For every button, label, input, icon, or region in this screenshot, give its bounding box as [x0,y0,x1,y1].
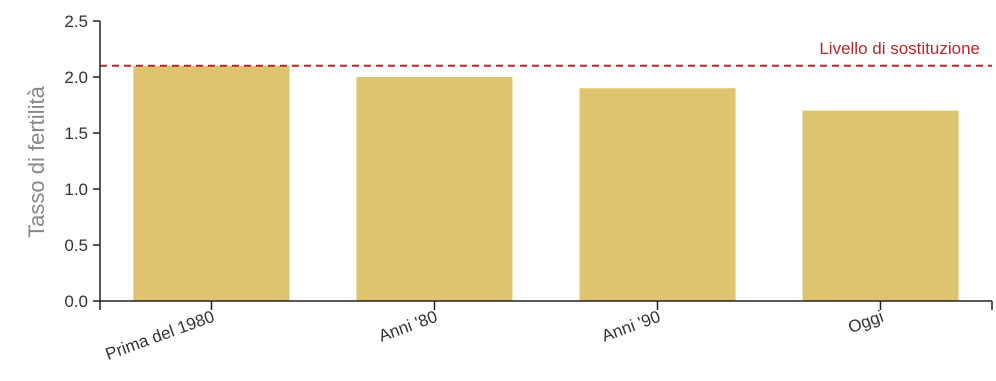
bar-0 [133,65,290,301]
replacement-level-label: Livello di sostituzione [819,39,980,58]
y-tick-label-2: 1.0 [64,180,88,199]
bar-3 [802,110,959,301]
bars-layer [133,65,959,301]
bar-2 [579,88,736,301]
bar-1 [356,77,513,301]
y-tick-label-3: 1.5 [64,124,88,143]
y-tick-label-4: 2.0 [64,68,88,87]
x-tick-label-2: Anni '90 [599,307,663,346]
y-tick-label-0: 0.0 [64,292,88,311]
y-tick-label-1: 0.5 [64,236,88,255]
x-tick-label-1: Anni '80 [376,307,440,346]
x-tick-label-3: Oggi [846,307,886,337]
y-tick-label-5: 2.5 [64,12,88,31]
y-axis-title: Tasso di fertilità [24,85,49,237]
reference-layer: Livello di sostituzione [100,39,992,67]
x-tick-label-0: Prima del 1980 [103,307,217,364]
